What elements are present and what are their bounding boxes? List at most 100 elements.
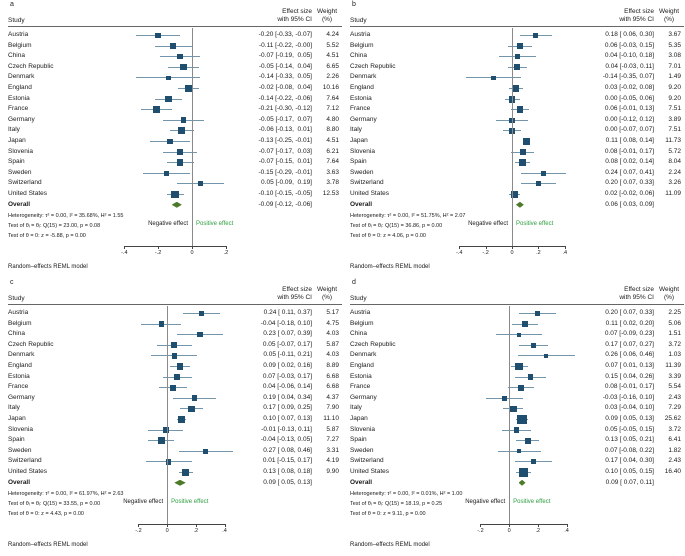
effect-size-value: 0.13 [ 0.05, 0.21] xyxy=(603,436,654,444)
weight-value: 3.72 xyxy=(668,340,681,348)
x-axis: -.2 0 .2 .4 xyxy=(342,524,684,538)
effect-marker xyxy=(530,342,537,348)
q-test-stat: Test of θᵢ = θⱼ: Q(15) = 18.19, p = 0.25 xyxy=(350,501,443,507)
axis-tick-label: .2 xyxy=(535,528,541,534)
effect-marker xyxy=(171,353,177,359)
effect-size-value: 0.05 [-0.07, 0.17] xyxy=(261,340,312,348)
zero-reference-line xyxy=(509,306,511,524)
overall-row: Overall 0.09 [ 0.07, 0.11] xyxy=(350,478,684,489)
effect-marker xyxy=(516,448,522,454)
zero-reference-line xyxy=(167,306,169,524)
effect-marker xyxy=(522,321,528,327)
axis-tick xyxy=(564,246,566,249)
axis-tick-label: .4 xyxy=(562,250,568,256)
study-plot xyxy=(446,168,578,179)
effect-marker xyxy=(535,311,541,316)
effect-size-value: 0.08 [-0.01, 0.17] xyxy=(603,383,654,391)
study-label: Switzerland xyxy=(350,457,384,465)
study-row: Germany -0.05 [-0.17, 0.07] 4.80 xyxy=(8,115,342,126)
model-footnote: Random–effects REML model xyxy=(350,542,430,548)
effect-size-value: -0.07 [-0.17, 0.03] xyxy=(258,147,312,155)
q-test-stat: Test of θᵢ = θⱼ: Q(15) = 33.55, p = 0.00 xyxy=(8,501,101,507)
study-plot xyxy=(104,446,236,457)
study-plot xyxy=(446,456,578,467)
model-stats: Heterogeneity: τ² = 0.00, I² = 61.97%, H… xyxy=(8,489,123,519)
weight-value: 4.37 xyxy=(326,393,339,401)
study-plot xyxy=(104,51,236,62)
overall-row: Overall 0.09 [ 0.05, 0.13] xyxy=(8,478,342,489)
study-plot xyxy=(104,403,236,414)
effect-size-value: 0.13 [ 0.08, 0.18] xyxy=(261,467,312,475)
axis-tick-label: 0 xyxy=(510,250,514,256)
axis-line xyxy=(124,246,226,247)
weight-value: 7.90 xyxy=(326,404,339,412)
negative-effect-label: Negative effect xyxy=(468,221,508,227)
effect-size-value: -0.14 [-0.22, -0.06] xyxy=(258,94,312,102)
effect-size-value: 0.08 [-0.01, 0.17] xyxy=(603,147,654,155)
forest-rows: Austria 0.24 [ 0.11, 0.37] 5.17 Belgium -0.… xyxy=(8,308,342,488)
study-label: Italy xyxy=(8,404,20,412)
zero-reference-line xyxy=(192,28,193,246)
study-label: Czech Republic xyxy=(8,62,54,70)
effect-marker xyxy=(171,190,179,199)
effect-size-value: 0.06 [ 0.03, 0.09] xyxy=(603,200,654,208)
effect-size-value: -0.06 [-0.13, 0.01] xyxy=(258,126,312,134)
study-label: Germany xyxy=(350,115,377,123)
study-label: Germany xyxy=(8,115,35,123)
study-row: Switzerland 0.01 [-0.15, 0.17] 4.19 xyxy=(8,456,342,467)
effect-column-header: Effect size with 95% CI xyxy=(619,286,654,301)
positive-effect-label: Positive effect xyxy=(196,221,234,227)
study-plot xyxy=(446,189,578,200)
model-footnote: Random–effects REML model xyxy=(8,542,88,548)
effect-size-value: -0.20 [-0.33, -0.07] xyxy=(258,31,312,38)
effect-size-value: 0.27 [ 0.08, 0.46] xyxy=(261,446,312,454)
study-row: Spain -0.04 [-0.13, 0.05] 7.27 xyxy=(8,435,342,446)
study-column-header: Study xyxy=(8,17,25,24)
axis-tick xyxy=(538,246,540,249)
effect-size-value: 0.09 [ 0.05, 0.13] xyxy=(261,478,312,486)
weight-value: 7.29 xyxy=(668,404,681,412)
effect-column-header: Effect size with 95% CI xyxy=(619,8,654,23)
weight-value: 6.41 xyxy=(668,436,681,444)
positive-effect-label: Positive effect xyxy=(171,499,209,505)
weight-column-header: Weight (%) xyxy=(316,286,338,301)
study-plot xyxy=(446,136,578,147)
study-row: Switzerland 0.17 [ 0.04, 0.30] 2.43 xyxy=(350,456,684,467)
study-plot xyxy=(446,403,578,414)
study-row: China -0.07 [-0.19, 0.05] 4.51 xyxy=(8,51,342,62)
axis-tick xyxy=(509,524,511,527)
study-row: Austria 0.24 [ 0.11, 0.37] 5.17 xyxy=(8,308,342,319)
effect-marker xyxy=(544,353,549,358)
weight-value: 6.65 xyxy=(326,62,339,70)
effect-marker xyxy=(528,374,534,380)
study-plot xyxy=(446,478,578,489)
column-headers: Study Effect size with 95% CI Weight (%) xyxy=(350,8,684,27)
study-row: Slovenia -0.01 [-0.13, 0.11] 5.87 xyxy=(8,425,342,436)
weight-value: 5.35 xyxy=(668,41,681,49)
effect-size-value: 0.06 [-0.03, 0.15] xyxy=(603,41,654,49)
study-label: Czech Republic xyxy=(350,340,396,348)
effect-marker xyxy=(513,427,519,433)
study-row: Germany 0.19 [ 0.04, 0.34] 4.37 xyxy=(8,393,342,404)
study-plot xyxy=(104,329,236,340)
study-label: Slovenia xyxy=(8,425,33,433)
effect-marker xyxy=(533,32,539,39)
effect-marker xyxy=(509,117,515,123)
study-label: Germany xyxy=(8,393,35,401)
axis-tick-label: 0 xyxy=(507,528,511,534)
study-label: Italy xyxy=(350,404,362,412)
weight-value: 4.51 xyxy=(326,136,339,144)
weight-value xyxy=(654,478,684,489)
effect-marker xyxy=(170,43,177,50)
study-row: China 0.04 [-0.10, 0.18] 3.08 xyxy=(350,51,684,62)
study-plot xyxy=(104,104,236,115)
study-plot xyxy=(446,83,578,94)
study-row: Czech Republic 0.04 [-0.03, 0.11] 7.01 xyxy=(350,62,684,73)
effect-size-value: 0.04 [-0.10, 0.18] xyxy=(603,52,654,60)
forest-rows: Austria 0.20 [ 0.07, 0.33] 2.25 Belgium 0.… xyxy=(350,308,684,488)
z-test-stat: Test of θ = 0: z = 9.11, p = 0.00 xyxy=(350,511,426,517)
study-plot xyxy=(104,136,236,147)
effect-marker xyxy=(516,43,523,49)
study-row: Czech Republic 0.05 [-0.07, 0.17] 5.87 xyxy=(8,340,342,351)
weight-value: 7.64 xyxy=(326,94,339,102)
